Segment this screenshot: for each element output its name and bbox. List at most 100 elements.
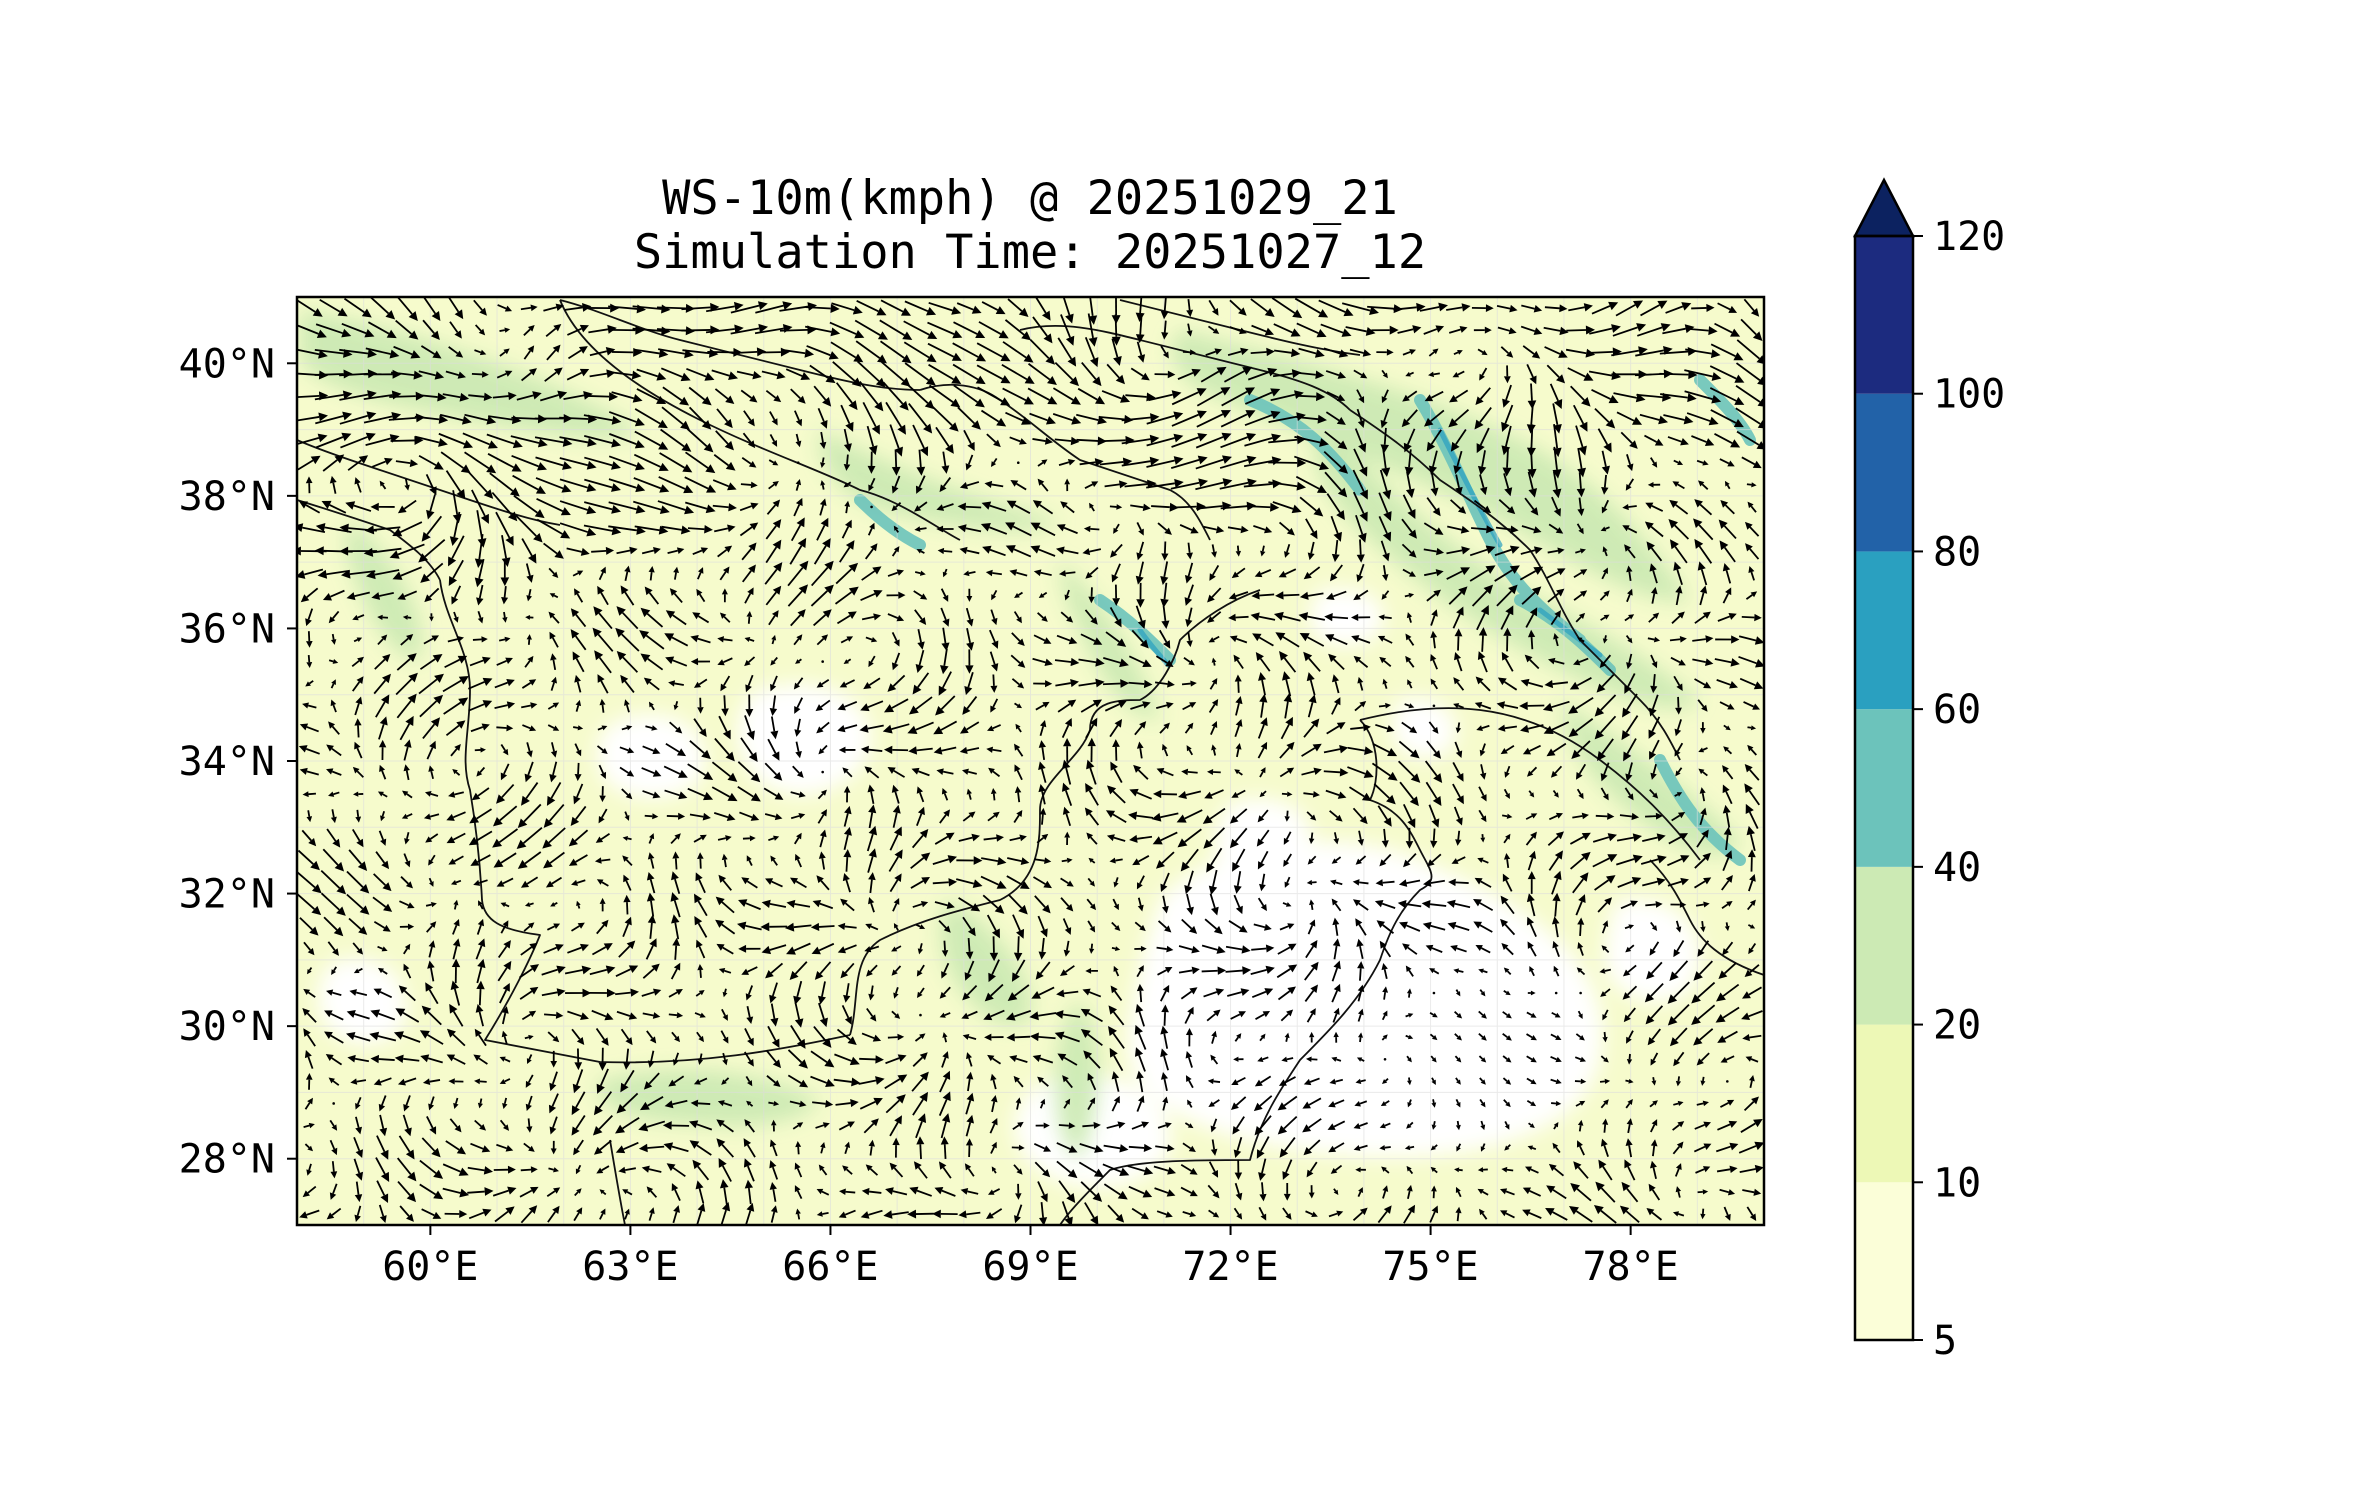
wind-vector: [574, 1188, 582, 1197]
wind-vector: [1128, 1185, 1153, 1198]
wind-vector: [419, 1159, 444, 1179]
lat-tick-label: 38°N: [179, 474, 275, 520]
wind-vector: [596, 1068, 609, 1094]
wind-vector: [1406, 1165, 1414, 1175]
wind-vector: [720, 1202, 731, 1225]
wind-vector: [743, 1138, 756, 1158]
wind-vector: [1058, 1180, 1076, 1203]
wind-vector: [1380, 1100, 1390, 1107]
title-line-1: WS-10m(kmph) @ 20251029_21: [662, 171, 1398, 226]
colorbar-segment: [1855, 1024, 1913, 1183]
wind-vector: [765, 1049, 782, 1069]
lon-tick-label: 66°E: [782, 1244, 878, 1290]
wind-vector: [859, 1097, 883, 1110]
wind-vector: [1233, 1056, 1244, 1062]
wind-vector: [1455, 1120, 1461, 1131]
calm-regions: [317, 588, 1701, 1188]
wind-vector: [1600, 1138, 1609, 1158]
wind-vector: [499, 1056, 511, 1063]
wind-vector: [1720, 1099, 1735, 1108]
wind-vector: [1526, 1077, 1537, 1085]
wind-vector: [1062, 1075, 1073, 1089]
wind-vector: [1035, 1122, 1050, 1129]
wind-vector: [696, 1202, 706, 1225]
wind-vector: [916, 1136, 925, 1160]
wind-vector: [620, 1069, 635, 1093]
wind-vector: [1302, 1097, 1322, 1109]
wind-vector: [912, 1052, 928, 1067]
wind-vector: [1305, 1210, 1318, 1217]
wind-vector: [1102, 1163, 1130, 1176]
wind-vector: [716, 1138, 735, 1158]
wind-vector: [671, 1031, 681, 1043]
wind-vector: [494, 1206, 515, 1223]
wind-vector: [299, 1209, 320, 1219]
wind-vector: [398, 1135, 415, 1160]
wind-vector: [987, 1054, 1002, 1065]
wind-vector: [1382, 1185, 1389, 1199]
wind-vector: [1600, 1055, 1609, 1063]
wind-vector: [662, 1121, 690, 1130]
wind-vector: [1329, 1078, 1344, 1085]
wind-vector: [1084, 1202, 1099, 1225]
wind-vector: [399, 1205, 414, 1222]
wind-vector: [599, 1189, 607, 1196]
lon-tick-label: 69°E: [982, 1244, 1078, 1290]
wind-vector: [329, 1183, 338, 1200]
wind-vector: [914, 1033, 926, 1042]
wind-vector: [622, 1189, 633, 1196]
wind-vector: [721, 1077, 730, 1085]
wind-vector: [915, 1113, 927, 1139]
wind-vector: [1430, 1166, 1438, 1174]
wind-vector: [1626, 1053, 1633, 1065]
wind-vector: [884, 1074, 908, 1090]
wind-vector: [722, 1052, 728, 1066]
wind-vector: [1700, 1076, 1706, 1086]
wind-vector: [302, 1185, 317, 1198]
wind-vector: [861, 1187, 882, 1196]
wind-vector: [1233, 1137, 1243, 1159]
wind-vector: [1256, 1136, 1270, 1159]
wind-vector: [1624, 1159, 1636, 1181]
wind-vector: [960, 1187, 979, 1195]
wind-vector: [616, 1092, 639, 1114]
wind-vector: [1087, 1072, 1097, 1091]
wind-vector: [1715, 1142, 1739, 1153]
wind-vector: [571, 1091, 586, 1116]
wind-vector: [1277, 1095, 1298, 1111]
wind-vector: [1254, 1115, 1272, 1136]
wind-vector: [835, 1099, 859, 1108]
wind-vector: [1061, 1201, 1073, 1225]
wind-vector: [599, 1208, 606, 1220]
wind-vector: [1208, 1209, 1220, 1218]
wind-vector: [448, 1078, 464, 1085]
wind-vector: [1207, 1078, 1221, 1085]
wind-vector: [1157, 1122, 1172, 1129]
wind-vector: [615, 1141, 639, 1154]
wind-vector: [769, 1160, 779, 1180]
wind-vector: [1015, 1097, 1022, 1110]
wind-vector: [1406, 1121, 1414, 1129]
wind-vector: [1103, 1183, 1128, 1200]
wind-vector: [1162, 1096, 1169, 1111]
wind-vector: [1111, 1095, 1120, 1112]
wind-vector: [1745, 1056, 1759, 1063]
wind-vector: [1576, 1140, 1585, 1156]
wind-vector: [885, 1094, 906, 1114]
wind-vector: [1675, 1186, 1682, 1198]
wind-vector: [422, 1078, 441, 1086]
wind-vector: [887, 1033, 905, 1041]
wind-vector: [1328, 1142, 1345, 1153]
wind-vector: [958, 1210, 981, 1219]
wind-vector: [329, 1119, 338, 1131]
wind-vector: [1014, 1204, 1023, 1224]
wind-vector: [940, 1113, 951, 1139]
wind-vector: [889, 1115, 902, 1137]
wind-vector: [907, 1209, 934, 1219]
wind-vector: [720, 1030, 729, 1044]
wind-vector: [938, 1161, 952, 1179]
wind-vector: [1131, 1121, 1150, 1130]
wind-vector-calm: [796, 461, 800, 465]
wind-vector: [1210, 1139, 1218, 1156]
wind-vector: [697, 1053, 704, 1065]
